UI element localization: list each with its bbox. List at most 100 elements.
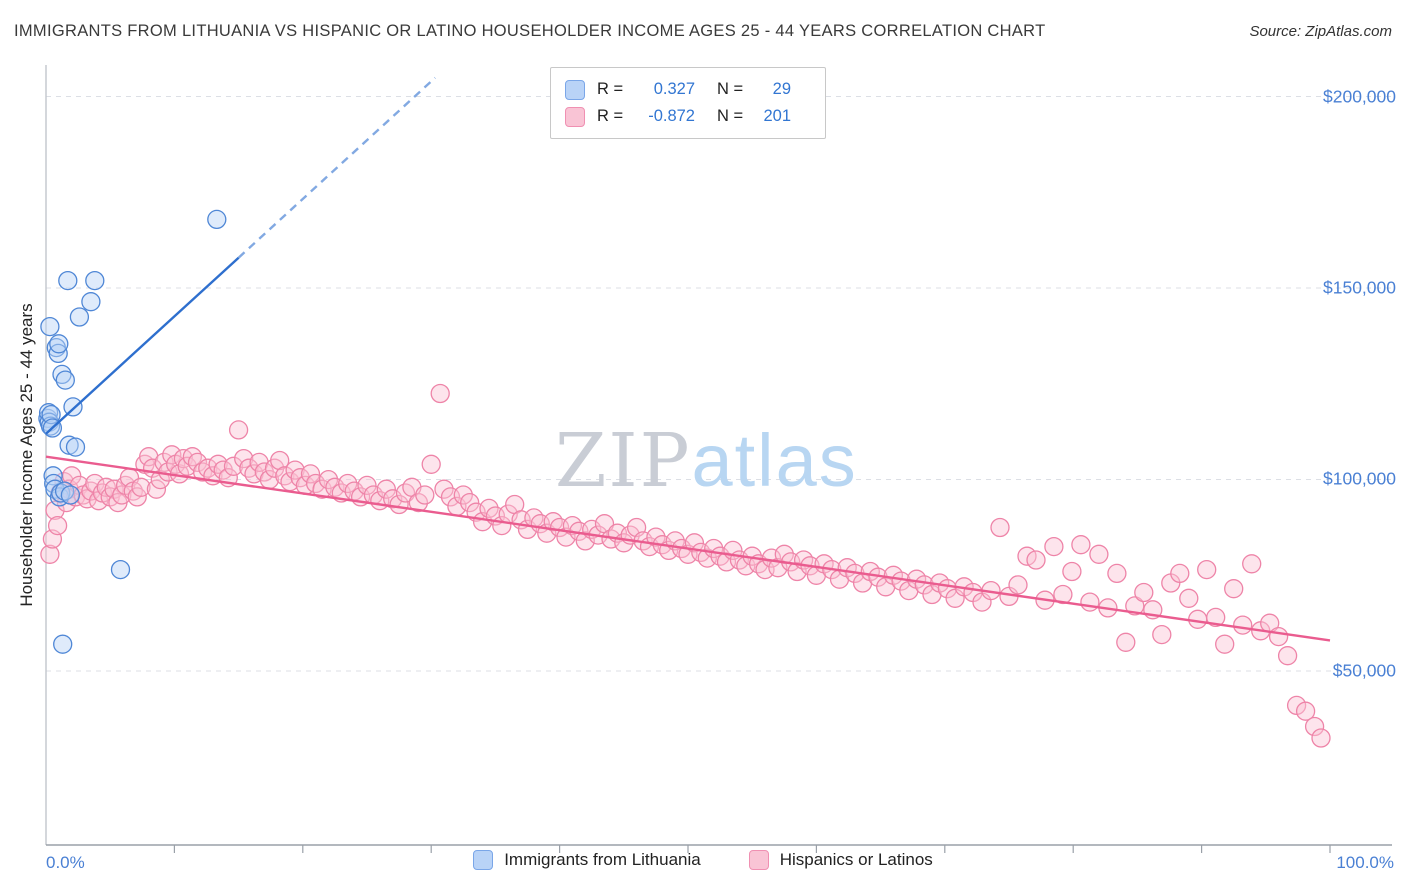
lithuania-series-points [38,209,227,654]
hispanic-data-point [1268,626,1289,647]
hispanic-data-point [1224,579,1244,599]
hispanic-data-point [1071,535,1091,555]
lithuania-data-point [207,209,227,230]
r-label: R = [597,107,624,125]
gridlines [46,96,1392,672]
hispanic-data-point [223,456,244,476]
hispanic-data-point [146,479,167,499]
hispanic-data-point [270,450,290,471]
hispanic-data-point [187,452,208,473]
hispanic-data-point [239,458,259,478]
y-axis-title: Householder Income Ages 25 - 44 years [17,303,36,607]
hispanic-data-point [112,485,132,505]
hispanic-data-point [47,515,68,536]
hispanic-data-point [1304,716,1325,737]
lithuania-data-point [53,634,73,654]
hispanic-data-point [1188,609,1208,629]
hispanic-data-point [684,533,705,553]
series-legend: Immigrants from Lithuania Hispanics or L… [0,850,1406,870]
hispanic-data-point [275,466,295,486]
hispanic-data-point [646,527,666,547]
hispanic-data-point [430,383,450,404]
hispanic-data-point [1008,575,1028,595]
hispanic-data-point [1044,536,1064,557]
blue-series-swatch [473,850,494,870]
lithuania-data-point [55,370,75,390]
hispanic-data-point [1295,701,1316,721]
hispanic-data-point [192,462,213,482]
hispanic-data-point [1089,544,1109,564]
hispanic-data-point [434,479,454,499]
hispanic-data-point [96,477,116,497]
n-value: 29 [772,80,791,98]
hispanic-data-point [182,447,203,467]
hispanic-data-point [1233,615,1253,635]
hispanic-data-point [162,445,182,465]
y-tick-label-100k: $100,000 [1323,468,1396,489]
hispanic-data-point [1134,582,1154,603]
hispanic-data-point [453,485,473,505]
lithuania-data-point [85,270,105,291]
blue-series-swatch [565,79,585,100]
hispanic-data-point [1152,624,1172,645]
legend-item-label: Immigrants from Lithuania [504,850,701,869]
r-value: -0.872 [648,107,695,125]
lithuania-data-point [69,307,90,327]
page-title: IMMIGRANTS FROM LITHUANIA VS HISPANIC OR… [14,22,1046,40]
lithuania-data-point [60,485,81,505]
hispanic-data-point [1125,596,1145,616]
lithuania-trend-line [45,256,240,435]
hispanic-data-point [479,498,499,519]
hispanic-data-point [300,464,321,484]
hispanic-data-point [131,477,151,497]
lithuania-trend-line [237,76,436,259]
hispanic-data-point [1277,646,1298,666]
y-tick-label-50k: $50,000 [1332,660,1396,681]
y-tick-label-200k: $200,000 [1323,86,1396,107]
hispanic-data-point [318,469,339,490]
hispanic-data-point [234,448,254,469]
lithuania-data-point [81,292,101,312]
lithuania-data-point [52,364,72,385]
lithuania-data-point [49,334,69,354]
hispanic-data-point [1242,554,1262,574]
hispanic-data-point [40,544,60,564]
hispanic-data-point [1179,588,1199,608]
x-tick-label-0: 0.0% [46,853,85,872]
n-label: N = [717,80,744,98]
lithuania-data-point [110,559,131,580]
hispanic-data-point [1215,634,1235,654]
lithuania-data-point [65,437,86,457]
y-tick-label-150k: $150,000 [1323,277,1396,298]
hispanic-data-point [421,454,441,474]
source-attribution: Source: ZipAtlas.com [1249,23,1392,40]
r-value: 0.327 [653,80,695,98]
x-tick-label-100: 100.0% [1336,853,1394,872]
hispanic-data-point [376,479,396,499]
hispanic-data-point [127,487,147,507]
hispanic-data-point [1080,592,1100,612]
pink-series-swatch [748,850,769,870]
hispanic-data-point [1311,728,1331,748]
hispanic-data-point [1062,561,1082,582]
zipatlas-watermark: ZIPatlas [555,418,858,504]
legend-item-hispanic: Hispanics or Latinos [748,850,933,870]
hispanic-data-point [1197,559,1217,580]
legend-row-lithuania: R = 0.327 N = 29 [565,76,811,103]
n-value: 201 [763,107,791,125]
lithuania-data-point [58,270,78,291]
hispanic-data-point [914,575,934,595]
legend-item-label: Hispanics or Latinos [779,850,933,869]
hispanic-data-point [357,475,377,496]
legend-row-hispanic: R = -0.872 N = 201 [565,103,811,130]
hispanic-data-point [408,492,429,513]
pink-series-swatch [565,106,585,127]
hispanic-data-point [1107,563,1127,584]
hispanic-data-point [1170,563,1190,584]
x-axis-ticks [173,845,1331,853]
r-label: R = [597,80,624,98]
correlation-legend: R = 0.327 N = 29 R = -0.872 N = 201 [550,67,826,139]
hispanic-data-point [1116,632,1136,652]
